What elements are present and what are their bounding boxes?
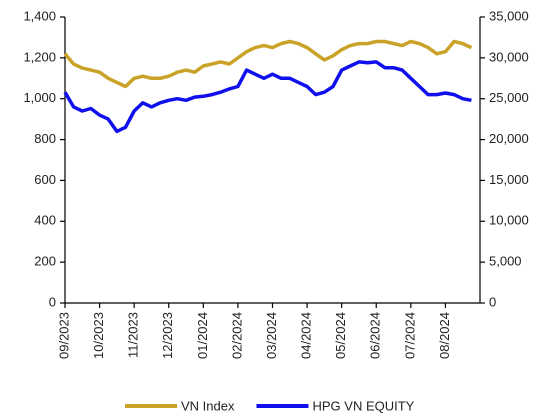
y-tick-label: 1,000 bbox=[23, 90, 56, 105]
y-tick-label: 800 bbox=[34, 131, 56, 146]
y2-tick-label: 25,000 bbox=[489, 90, 529, 105]
y2-tick-label: 35,000 bbox=[489, 8, 529, 23]
x-tick-label: 04/2024 bbox=[299, 312, 314, 359]
x-tick-label: 02/2024 bbox=[229, 312, 244, 359]
y2-tick-label: 5,000 bbox=[489, 254, 522, 269]
x-tick-label: 09/2023 bbox=[56, 312, 71, 359]
x-tick-label: 12/2023 bbox=[160, 312, 175, 359]
x-tick-label: 06/2024 bbox=[368, 312, 383, 359]
y-tick-label: 400 bbox=[34, 213, 56, 228]
x-tick-label: 01/2024 bbox=[195, 312, 210, 359]
x-tick-label: 10/2023 bbox=[91, 312, 106, 359]
y2-tick-label: 10,000 bbox=[489, 213, 529, 228]
y-tick-label: 1,200 bbox=[23, 49, 56, 64]
y2-tick-label: 20,000 bbox=[489, 131, 529, 146]
y-tick-label: 1,400 bbox=[23, 8, 56, 23]
x-tick-label: 03/2024 bbox=[264, 312, 279, 359]
y2-tick-label: 15,000 bbox=[489, 172, 529, 187]
x-tick-label: 05/2024 bbox=[333, 312, 348, 359]
series-line bbox=[63, 39, 473, 89]
x-tick-label: 11/2023 bbox=[126, 312, 141, 358]
series-line bbox=[63, 60, 472, 134]
y2-tick-label: 0 bbox=[489, 294, 496, 309]
y-tick-label: 600 bbox=[34, 172, 56, 187]
y-tick-label: 0 bbox=[49, 294, 56, 309]
y2-tick-label: 30,000 bbox=[489, 49, 529, 64]
x-tick-label: 08/2024 bbox=[437, 312, 452, 359]
legend-label: HPG VN EQUITY bbox=[312, 398, 414, 413]
x-tick-label: 07/2024 bbox=[402, 312, 417, 359]
legend-label: VN Index bbox=[181, 398, 235, 413]
y-tick-label: 200 bbox=[34, 254, 56, 269]
